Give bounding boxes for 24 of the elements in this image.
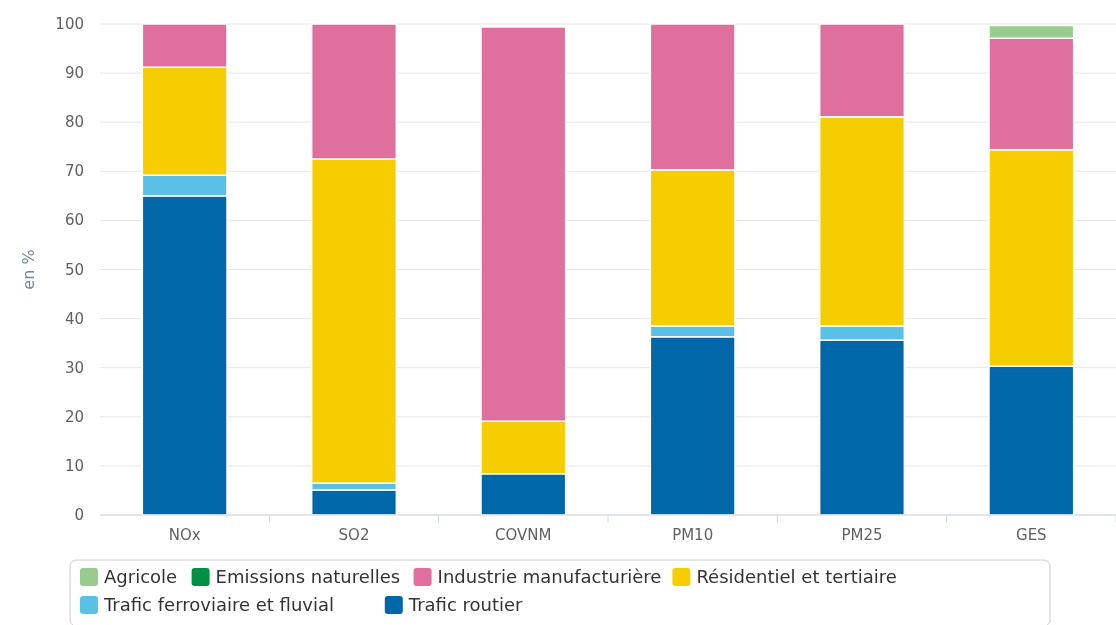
x-tick-label: PM10 bbox=[672, 526, 714, 544]
y-tick-label: 30 bbox=[64, 358, 84, 377]
y-tick-label: 20 bbox=[64, 407, 84, 426]
legend-label: Trafic ferroviaire et fluvial bbox=[103, 594, 335, 615]
legend-label: Agricole bbox=[104, 566, 178, 587]
y-tick-label: 0 bbox=[74, 506, 84, 524]
y-tick-label: 60 bbox=[64, 211, 84, 230]
y-tick-label: 80 bbox=[64, 113, 84, 132]
x-tick-label: NOx bbox=[168, 526, 201, 544]
legend-label: Résidentiel et tertiaire bbox=[696, 566, 897, 587]
x-tick-label: PM25 bbox=[841, 526, 883, 544]
y-tick-label: 70 bbox=[64, 162, 84, 181]
x-tick-label: SO2 bbox=[338, 526, 370, 544]
x-tick-label: GES bbox=[1016, 526, 1047, 544]
y-tick-label: 90 bbox=[64, 64, 84, 83]
y-axis-title: en % bbox=[19, 249, 38, 290]
x-tick-label: COVNM bbox=[495, 526, 552, 544]
y-tick-label: 50 bbox=[64, 260, 84, 279]
legend-label: Trafic routier bbox=[407, 594, 524, 615]
y-tick-label: 40 bbox=[64, 309, 84, 328]
legend-label: Industrie manufacturière bbox=[437, 566, 662, 587]
legend-label: Emissions naturelles bbox=[215, 566, 401, 587]
y-tick-label: 10 bbox=[64, 456, 84, 475]
y-tick-label: 100 bbox=[55, 15, 84, 33]
